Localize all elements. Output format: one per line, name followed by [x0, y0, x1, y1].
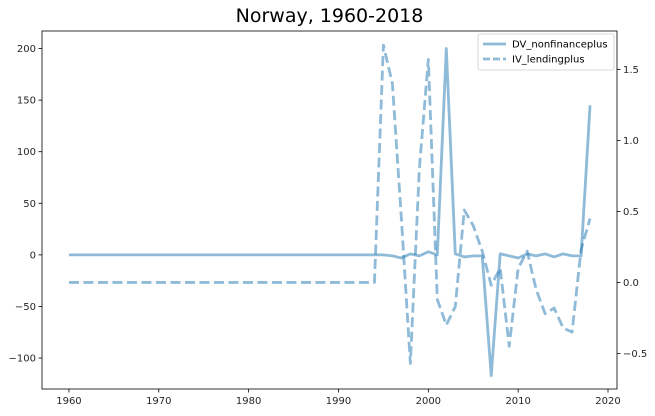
x-tick-label: 2020	[595, 396, 620, 407]
y-left-tick-label: 50	[23, 199, 36, 210]
y-axis-right: −0.5 0.0 0.5 1.0 1.5	[617, 65, 647, 360]
legend-box	[477, 33, 615, 71]
x-tick-label: 2010	[505, 396, 530, 407]
y-right-tick-label: −0.5	[623, 349, 647, 360]
x-axis: 1960 1970 1980 1990 2000 2010 2020	[56, 389, 621, 407]
legend-label-iv-lendingplus: IV_lendingplus	[512, 55, 585, 66]
legend: DV_nonfinanceplus IV_lendingplus	[477, 33, 615, 71]
y-left-tick-label: −50	[15, 302, 36, 313]
x-tick-label: 1970	[146, 396, 171, 407]
y-right-tick-label: 1.5	[623, 65, 639, 76]
y-left-tick-label: 100	[17, 147, 36, 158]
y-axis-left: −100 −50 0 50 100 150 200	[9, 44, 42, 365]
x-tick-label: 1960	[56, 396, 81, 407]
y-right-tick-label: 0.5	[623, 207, 639, 218]
x-tick-label: 2000	[416, 396, 441, 407]
y-left-tick-label: 0	[30, 250, 36, 261]
series-layer	[68, 43, 592, 377]
series-line-iv-lendingplus	[68, 43, 592, 365]
chart-title: Norway, 1960-2018	[236, 5, 424, 27]
y-right-tick-label: 0.0	[623, 278, 639, 289]
y-right-tick-label: 1.0	[623, 136, 639, 147]
x-tick-label: 1980	[236, 396, 261, 407]
y-left-tick-label: −100	[9, 354, 36, 365]
y-left-tick-label: 200	[17, 44, 36, 55]
legend-label-dv-nonfinanceplus: DV_nonfinanceplus	[512, 40, 608, 51]
plot-frame	[41, 30, 618, 390]
y-left-tick-label: 150	[17, 96, 36, 107]
series-line-dv-nonfinanceplus	[68, 47, 592, 377]
x-tick-label: 1990	[326, 396, 351, 407]
